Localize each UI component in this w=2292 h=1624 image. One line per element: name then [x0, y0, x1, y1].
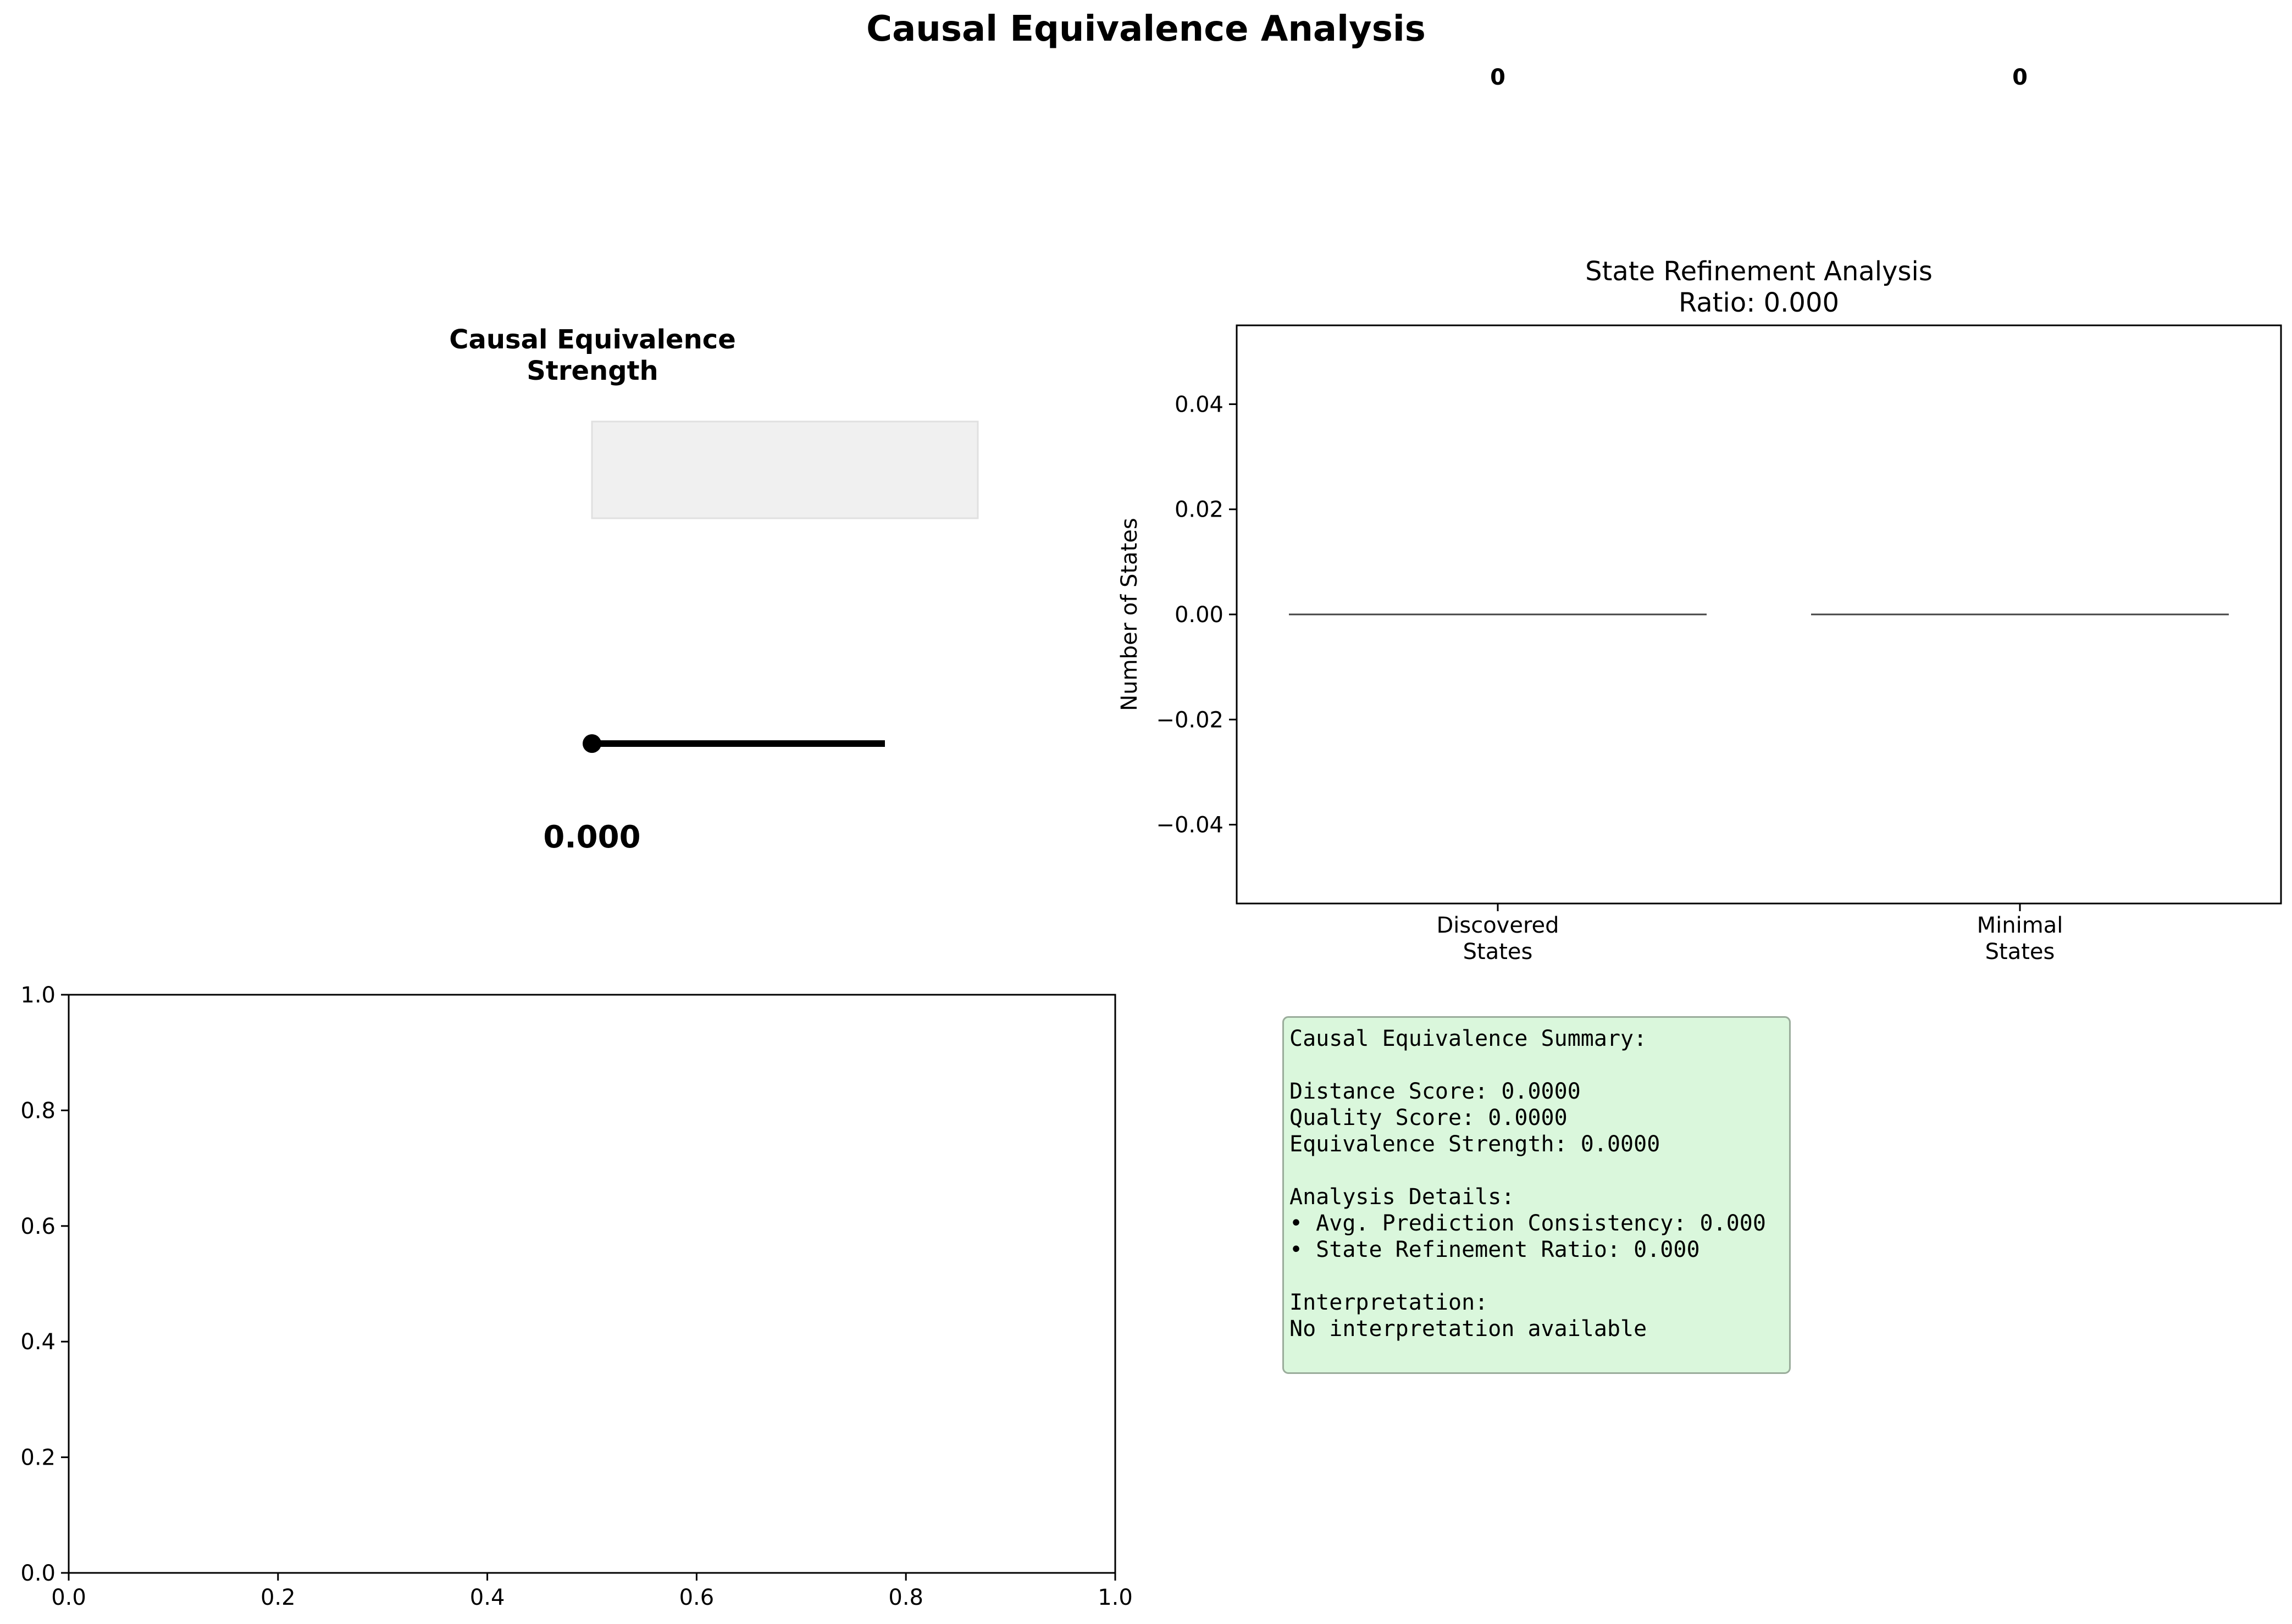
summary-line: No interpretation available	[1289, 1316, 1647, 1342]
state-refinement-chart: State Refinement Analysis Ratio: 0.000 N…	[1117, 65, 2282, 965]
empty-axes-x-tick-label: 0.2	[261, 1585, 296, 1610]
empty-axes-y-tick-label: 0.2	[20, 1445, 56, 1471]
empty-axes-y-tick-label: 0.0	[20, 1561, 56, 1586]
gauge-hub	[583, 734, 601, 753]
empty-axes-x-tick-label: 0.6	[679, 1585, 715, 1610]
gauge-title-line1: Causal Equivalence	[449, 324, 736, 355]
empty-axes-y-tick-label: 1.0	[20, 983, 56, 1008]
summary-line: • Avg. Prediction Consistency: 0.000	[1289, 1211, 1766, 1236]
bar-chart-x-tick-label: Minimal	[1977, 913, 2063, 938]
gauge-value-label: 0.000	[543, 819, 640, 855]
empty-axes-y-tick-label: 0.8	[20, 1098, 56, 1123]
empty-axes-frame	[68, 994, 1116, 1574]
bar-chart-title: State Refinement Analysis	[1585, 256, 1933, 287]
bar-chart-subtitle: Ratio: 0.000	[1679, 287, 1839, 318]
empty-axes-y-tick-label: 0.4	[20, 1329, 56, 1355]
bar-chart-x-tick-label: States	[1463, 939, 1533, 965]
bar-data-label: 0	[1490, 65, 1505, 90]
bar-chart-y-tick-label: 0.04	[1175, 392, 1223, 417]
empty-axes-y-ticks: 0.0 0.2 0.4 0.6 0.8 1.0	[20, 983, 69, 1586]
bar-chart-y-tick-label: −0.02	[1156, 707, 1223, 733]
empty-axes-x-tick-label: 0.4	[470, 1585, 505, 1610]
summary-line: Quality Score: 0.0000	[1289, 1105, 1568, 1130]
bar-chart-x-tick-label: Discovered	[1436, 913, 1559, 938]
empty-axes-x-tick-label: 1.0	[1098, 1585, 1133, 1610]
gauge-panel: Causal Equivalence Strength 0.000	[449, 324, 979, 855]
summary-line: Analysis Details:	[1289, 1184, 1515, 1210]
summary-line: • State Refinement Ratio: 0.000	[1289, 1237, 1700, 1262]
summary-line: Equivalence Strength: 0.0000	[1289, 1132, 1660, 1157]
bar-chart-y-tick-label: −0.04	[1156, 813, 1223, 838]
bar-chart-ylabel: Number of States	[1117, 518, 1142, 711]
empty-axes-x-ticks: 0.0 0.2 0.4 0.6 0.8 1.0	[51, 1573, 1133, 1610]
bar-chart-x-tick-label: States	[1985, 939, 2055, 965]
bar-chart-y-tick-label: 0.02	[1175, 497, 1223, 523]
bar-chart-y-tick-label: 0.00	[1175, 602, 1223, 628]
summary-line: Distance Score: 0.0000	[1289, 1079, 1581, 1104]
summary-line: Interpretation:	[1289, 1290, 1488, 1315]
gauge-arc	[591, 420, 979, 519]
empty-axes-x-tick-label: 0.0	[51, 1585, 86, 1610]
gauge-title-line2: Strength	[527, 356, 658, 386]
empty-axes-x-tick-label: 0.8	[888, 1585, 923, 1610]
summary-line: Causal Equivalence Summary:	[1289, 1026, 1647, 1051]
summary-line	[1289, 1052, 1784, 1078]
figure-title: Causal Equivalence Analysis	[866, 9, 1426, 49]
summary-line	[1289, 1157, 1784, 1184]
summary-line	[1289, 1263, 1784, 1289]
bar-chart-frame	[1236, 324, 2282, 905]
empty-axes-y-tick-label: 0.6	[20, 1214, 56, 1239]
bar-chart-y-ticks: 0.04 0.02 0.00 −0.02 −0.04	[1156, 392, 1237, 838]
summary-box: Causal Equivalence Summary: Distance Scor…	[1282, 1016, 1791, 1374]
empty-axes-chart: 0.0 0.2 0.4 0.6 0.8 1.0 0.0 0.2 0.4 0.6 0.8 1.0	[20, 983, 1132, 1610]
bar-data-label: 0	[2012, 65, 2028, 90]
